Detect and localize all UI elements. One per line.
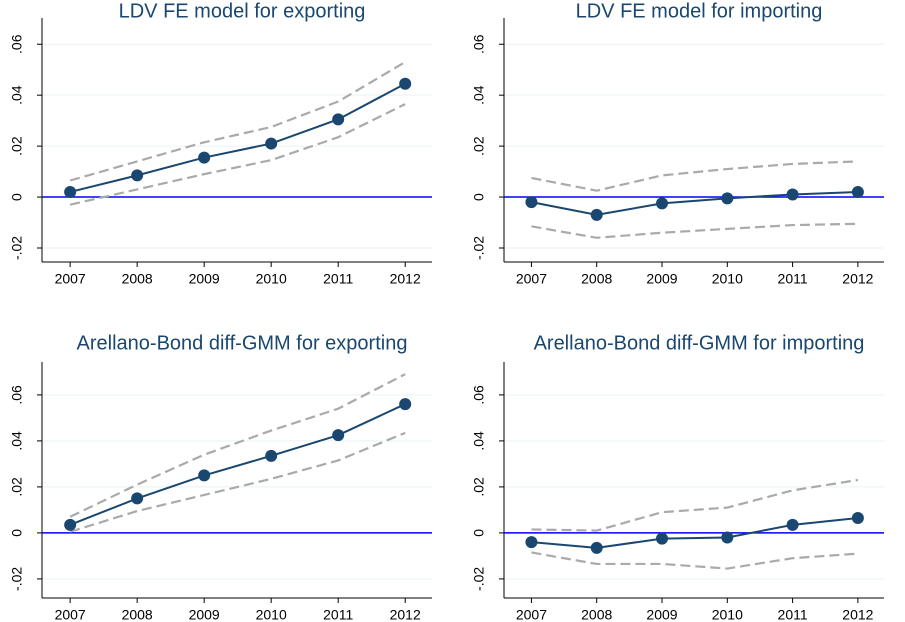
y-tick-label: .04: [9, 431, 25, 451]
point: [399, 398, 412, 411]
point: [198, 151, 211, 164]
ci-line: [531, 160, 858, 192]
x-tick-label: 2012: [390, 271, 421, 287]
point: [399, 77, 412, 90]
y-tick-label: .06: [471, 34, 487, 54]
point: [198, 469, 211, 482]
panel-title: LDV FE model for importing: [576, 0, 823, 22]
y-tick-label: .02: [471, 136, 487, 156]
x-tick-label: 2010: [256, 271, 287, 287]
x-tick-label: 2007: [55, 607, 86, 622]
y-tick-label: .06: [471, 385, 487, 405]
x-tick-label: 2007: [516, 271, 547, 287]
y-tick-label: .02: [471, 477, 487, 497]
point: [656, 197, 669, 210]
x-tick-label: 2012: [842, 607, 873, 622]
point: [851, 185, 864, 198]
x-tick-label: 2008: [581, 271, 612, 287]
point: [265, 137, 278, 150]
x-tick-label: 2010: [256, 607, 287, 622]
x-tick-label: 2008: [122, 607, 153, 622]
x-tick-label: 2008: [581, 607, 612, 622]
y-tick-label: .02: [9, 477, 25, 497]
point: [265, 449, 278, 462]
y-tick-label: 0: [9, 529, 25, 537]
estimate-line: [69, 82, 406, 193]
panel-title: LDV FE model for exporting: [119, 0, 366, 22]
x-tick-label: 2011: [778, 607, 808, 622]
estimate-line: [531, 516, 858, 549]
x-tick-label: 2009: [646, 607, 677, 622]
point: [525, 196, 538, 209]
x-tick-label: 2011: [323, 271, 353, 287]
point: [721, 531, 734, 544]
ci-line: [531, 222, 858, 239]
point: [590, 541, 603, 554]
point: [721, 192, 734, 205]
ci-line: [531, 551, 858, 570]
x-tick-label: 2009: [189, 607, 220, 622]
ci-line: [69, 373, 406, 518]
x-tick-label: 2011: [778, 271, 808, 287]
point: [786, 518, 799, 531]
y-tick-label: .02: [9, 136, 25, 156]
panel-title: Arellano-Bond diff-GMM for importing: [534, 332, 865, 354]
panel-title: Arellano-Bond diff-GMM for exporting: [77, 332, 408, 354]
ci-line: [69, 61, 406, 182]
ci-line: [69, 103, 406, 206]
point: [332, 429, 345, 442]
point: [332, 113, 345, 126]
y-tick-label: -.02: [471, 567, 487, 591]
point: [590, 208, 603, 221]
y-tick-label: .04: [471, 431, 487, 451]
point: [131, 492, 144, 505]
y-tick-label: .06: [9, 34, 25, 54]
y-tick-label: .04: [9, 85, 25, 105]
x-tick-label: 2012: [842, 271, 873, 287]
x-tick-label: 2012: [390, 607, 421, 622]
point: [64, 518, 77, 531]
estimate-line: [69, 403, 406, 526]
x-tick-label: 2009: [189, 271, 220, 287]
ci-line: [69, 431, 406, 533]
x-tick-label: 2007: [55, 271, 86, 287]
point: [131, 169, 144, 182]
y-tick-label: -.02: [9, 236, 25, 260]
x-tick-label: 2011: [323, 607, 353, 622]
y-tick-label: -.02: [471, 236, 487, 260]
x-tick-label: 2010: [712, 607, 743, 622]
x-tick-label: 2009: [646, 271, 677, 287]
x-tick-label: 2008: [122, 271, 153, 287]
x-tick-label: 2007: [516, 607, 547, 622]
y-tick-label: 0: [9, 193, 25, 201]
y-tick-label: 0: [471, 193, 487, 201]
y-tick-label: 0: [471, 529, 487, 537]
y-tick-label: -.02: [9, 567, 25, 591]
point: [851, 511, 864, 524]
x-tick-label: 2010: [712, 271, 743, 287]
y-tick-label: .06: [9, 385, 25, 405]
point: [656, 532, 669, 545]
point: [525, 536, 538, 549]
ci-line: [531, 478, 859, 532]
point: [64, 185, 77, 198]
point: [786, 188, 799, 201]
estimate-line: [531, 190, 858, 216]
y-tick-label: .04: [471, 85, 487, 105]
